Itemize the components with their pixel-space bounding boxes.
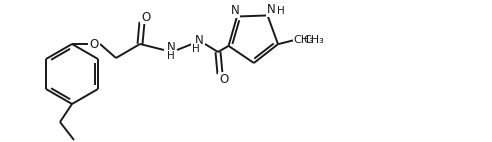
Text: CH₃: CH₃: [294, 35, 314, 45]
Text: O: O: [219, 73, 229, 85]
Text: N: N: [231, 4, 240, 17]
Text: CH₃: CH₃: [303, 35, 324, 45]
Text: N: N: [267, 3, 276, 16]
Text: O: O: [141, 11, 151, 23]
Text: H: H: [167, 51, 175, 61]
Text: H: H: [277, 6, 284, 16]
Text: N: N: [167, 40, 175, 54]
Text: H: H: [192, 44, 200, 54]
Text: N: N: [195, 34, 203, 46]
Text: O: O: [90, 37, 98, 51]
